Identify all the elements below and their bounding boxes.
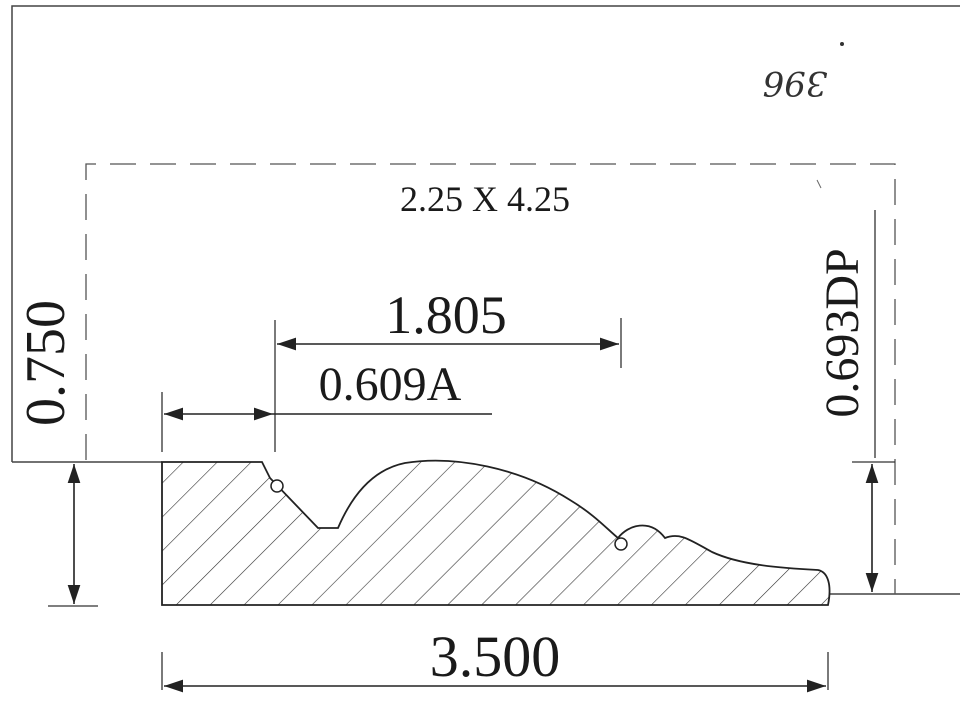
handwritten-dot xyxy=(840,42,844,46)
stray-mark xyxy=(816,179,822,189)
blank-size-label: 2.25 X 4.25 xyxy=(400,179,570,219)
molding-profile-section xyxy=(161,459,831,606)
offset-a-label: 0.609A xyxy=(319,358,462,411)
overall-width-label: 3.500 xyxy=(430,624,561,689)
profile-point-left xyxy=(270,479,284,493)
profile-depth-label: 0.693DP xyxy=(816,248,869,417)
dimension-lines xyxy=(67,337,879,693)
blank-boundary-dashed xyxy=(85,163,896,594)
feature-width-label: 1.805 xyxy=(385,285,507,345)
handwritten-note: 396 xyxy=(763,63,828,103)
extension-lines xyxy=(48,210,895,690)
left-height-label: 0.750 xyxy=(15,300,77,426)
profile-point-right xyxy=(614,537,628,551)
